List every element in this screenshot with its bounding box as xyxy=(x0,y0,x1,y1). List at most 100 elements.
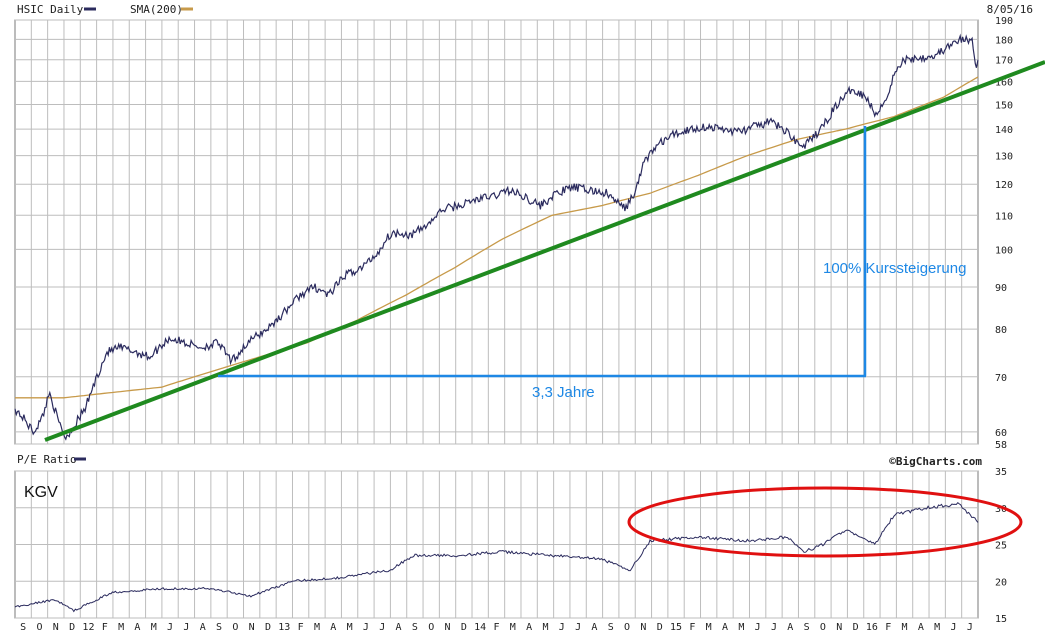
price-line xyxy=(14,33,979,441)
price-panel-grid xyxy=(14,19,979,445)
pe-y-tick-label: 30 xyxy=(995,504,1007,515)
x-tick-label: J xyxy=(379,622,385,633)
x-tick-label: M xyxy=(347,622,353,633)
kgv-label: KGV xyxy=(24,484,58,501)
x-tick-label: N xyxy=(836,622,842,633)
price-y-tick-label: 150 xyxy=(995,100,1013,111)
x-tick-label: M xyxy=(542,622,548,633)
x-tick-label: A xyxy=(526,622,532,633)
price-y-tick-label: 140 xyxy=(995,125,1013,136)
x-tick-label: N xyxy=(445,622,451,633)
x-tick-label: J xyxy=(559,622,565,633)
pe-panel-grid xyxy=(14,470,979,619)
duration-annotation: 3,3 Jahre xyxy=(532,384,595,401)
x-tick-label: F xyxy=(102,622,108,633)
x-tick-label: O xyxy=(428,622,434,633)
x-tick-label: A xyxy=(330,622,336,633)
x-tick-label: N xyxy=(640,622,646,633)
x-tick-label: M xyxy=(151,622,157,633)
x-tick-label: N xyxy=(249,622,255,633)
x-tick-label: J xyxy=(951,622,957,633)
x-tick-label: J xyxy=(967,622,973,633)
pe-y-axis-labels: 15 20 25 30 35 xyxy=(995,467,1007,625)
pe-highlight-ellipse xyxy=(627,486,1023,558)
x-tick-label: F xyxy=(885,622,891,633)
x-tick-label: A xyxy=(722,622,728,633)
x-tick-label: D xyxy=(461,622,467,633)
source-credit: ©BigCharts.com xyxy=(889,455,982,468)
sma-legend-label: SMA(200) xyxy=(130,3,183,16)
series-layer xyxy=(14,33,979,613)
price-y-tick-label: 170 xyxy=(995,56,1013,67)
x-tick-label: S xyxy=(216,622,222,633)
x-tick-label: M xyxy=(314,622,320,633)
x-axis-labels: S O N D 12 F M A M J J A S O N D 13 F M A M J J A S O N D 14 F M A M J J A S… xyxy=(20,622,973,633)
x-tick-label: A xyxy=(134,622,140,633)
x-tick-label: O xyxy=(820,622,826,633)
trend-line xyxy=(44,60,1045,442)
price-y-tick-label: 90 xyxy=(995,283,1007,294)
x-tick-label: 12 xyxy=(82,622,94,633)
x-tick-label: A xyxy=(918,622,924,633)
x-tick-label: A xyxy=(591,622,597,633)
x-tick-label: S xyxy=(608,622,614,633)
x-tick-label: O xyxy=(36,622,42,633)
x-tick-label: 15 xyxy=(670,622,682,633)
x-tick-label: D xyxy=(657,622,663,633)
price-y-tick-label: 180 xyxy=(995,35,1013,46)
x-tick-label: 16 xyxy=(866,622,878,633)
x-tick-label: M xyxy=(510,622,516,633)
pe-legend-label: P/E Ratio xyxy=(17,453,77,466)
x-tick-label: D xyxy=(265,622,271,633)
x-tick-label: N xyxy=(53,622,59,633)
x-tick-label: F xyxy=(689,622,695,633)
pe-y-tick-label: 25 xyxy=(995,541,1007,552)
price-y-tick-label: 190 xyxy=(995,16,1013,27)
x-tick-label: J xyxy=(755,622,761,633)
x-tick-label: D xyxy=(853,622,859,633)
pe-y-tick-label: 20 xyxy=(995,577,1007,588)
price-y-tick-label: 58 xyxy=(995,440,1007,451)
chart-date: 8/05/16 xyxy=(987,3,1033,16)
price-y-tick-label: 60 xyxy=(995,428,1007,439)
pe-y-tick-label: 35 xyxy=(995,467,1007,478)
x-tick-label: J xyxy=(363,622,369,633)
x-tick-label: M xyxy=(118,622,124,633)
x-tick-label: M xyxy=(934,622,940,633)
sma-line xyxy=(15,76,979,399)
x-tick-label: D xyxy=(69,622,75,633)
panel-frame xyxy=(14,19,979,445)
pe-line xyxy=(14,502,979,613)
x-tick-label: O xyxy=(624,622,630,633)
x-tick-label: J xyxy=(575,622,581,633)
price-y-tick-label: 110 xyxy=(995,211,1013,222)
annotation-layer: 100% Kurssteigerung 3,3 Jahre KGV xyxy=(24,60,1045,558)
price-y-tick-label: 80 xyxy=(995,325,1007,336)
x-tick-label: J xyxy=(167,622,173,633)
price-legend-label: HSIC Daily xyxy=(17,3,84,16)
price-y-tick-label: 100 xyxy=(995,245,1013,256)
x-tick-label: A xyxy=(200,622,206,633)
x-tick-label: F xyxy=(298,622,304,633)
price-y-tick-label: 70 xyxy=(995,373,1007,384)
x-tick-label: O xyxy=(232,622,238,633)
price-y-tick-label: 120 xyxy=(995,180,1013,191)
x-tick-label: J xyxy=(183,622,189,633)
x-tick-label: S xyxy=(20,622,26,633)
x-tick-label: S xyxy=(804,622,810,633)
x-tick-label: M xyxy=(902,622,908,633)
x-tick-label: S xyxy=(412,622,418,633)
x-tick-label: A xyxy=(396,622,402,633)
x-tick-label: J xyxy=(771,622,777,633)
price-gain-annotation: 100% Kurssteigerung xyxy=(823,260,966,277)
pe-y-tick-label: 15 xyxy=(995,614,1007,625)
x-tick-label: F xyxy=(493,622,499,633)
price-y-tick-label: 160 xyxy=(995,77,1013,88)
x-tick-label: M xyxy=(738,622,744,633)
price-y-tick-label: 130 xyxy=(995,152,1013,163)
x-tick-label: 13 xyxy=(278,622,290,633)
x-tick-label: 14 xyxy=(474,622,486,633)
